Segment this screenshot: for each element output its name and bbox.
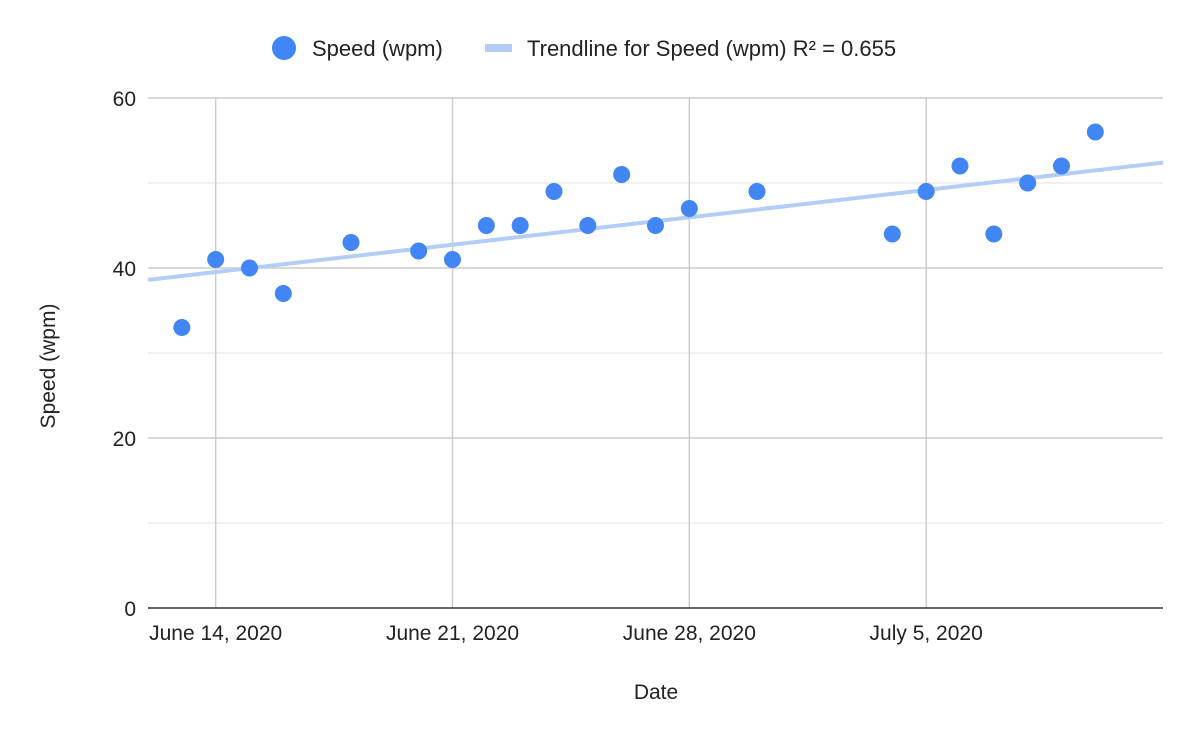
- x-tick-label: July 5, 2020: [870, 622, 983, 645]
- x-tick-labels: June 14, 2020 June 21, 2020 June 28, 2020 J…: [149, 622, 983, 645]
- data-point: [1086, 123, 1104, 141]
- y-tick-label: 40: [113, 258, 136, 281]
- legend: Speed (wpm) Trendline for Speed (wpm) R²…: [272, 36, 896, 61]
- data-point: [883, 225, 901, 243]
- data-point: [917, 183, 935, 200]
- y-tick-labels: 0 20 40 60: [113, 88, 136, 621]
- data-point: [1053, 157, 1070, 175]
- data-point: [1019, 174, 1037, 192]
- data-point: [579, 217, 597, 234]
- x-tick-label: June 14, 2020: [149, 622, 282, 645]
- data-point: [241, 259, 258, 277]
- data-point: [680, 200, 698, 217]
- x-tick-label: June 21, 2020: [386, 622, 519, 645]
- data-point: [477, 217, 495, 234]
- legend-marker-speed: [272, 36, 296, 60]
- data-point: [748, 183, 766, 200]
- y-tick-label: 0: [124, 598, 136, 621]
- legend-label-speed: Speed (wpm): [312, 36, 443, 61]
- data-point: [613, 166, 631, 183]
- legend-marker-trendline: [485, 44, 512, 52]
- y-axis-title: Speed (wpm): [37, 304, 60, 429]
- data-point: [207, 251, 225, 268]
- data-point: [410, 242, 428, 260]
- data-point: [985, 225, 1003, 243]
- data-point: [511, 217, 529, 234]
- y-gridlines: [148, 97, 1163, 439]
- data-point: [173, 319, 191, 336]
- data-point: [647, 217, 664, 234]
- legend-label-trendline: Trendline for Speed (wpm) R² = 0.655: [527, 36, 896, 61]
- x-axis-title: Date: [634, 681, 678, 704]
- y-tick-label: 20: [113, 428, 136, 451]
- data-point: [545, 183, 563, 200]
- points-layer: [173, 123, 1104, 336]
- data-point: [951, 157, 969, 175]
- x-tick-label: June 28, 2020: [623, 622, 756, 645]
- data-point: [274, 285, 292, 302]
- data-point: [342, 234, 360, 251]
- data-point: [444, 251, 461, 268]
- y-tick-label: 60: [113, 88, 136, 111]
